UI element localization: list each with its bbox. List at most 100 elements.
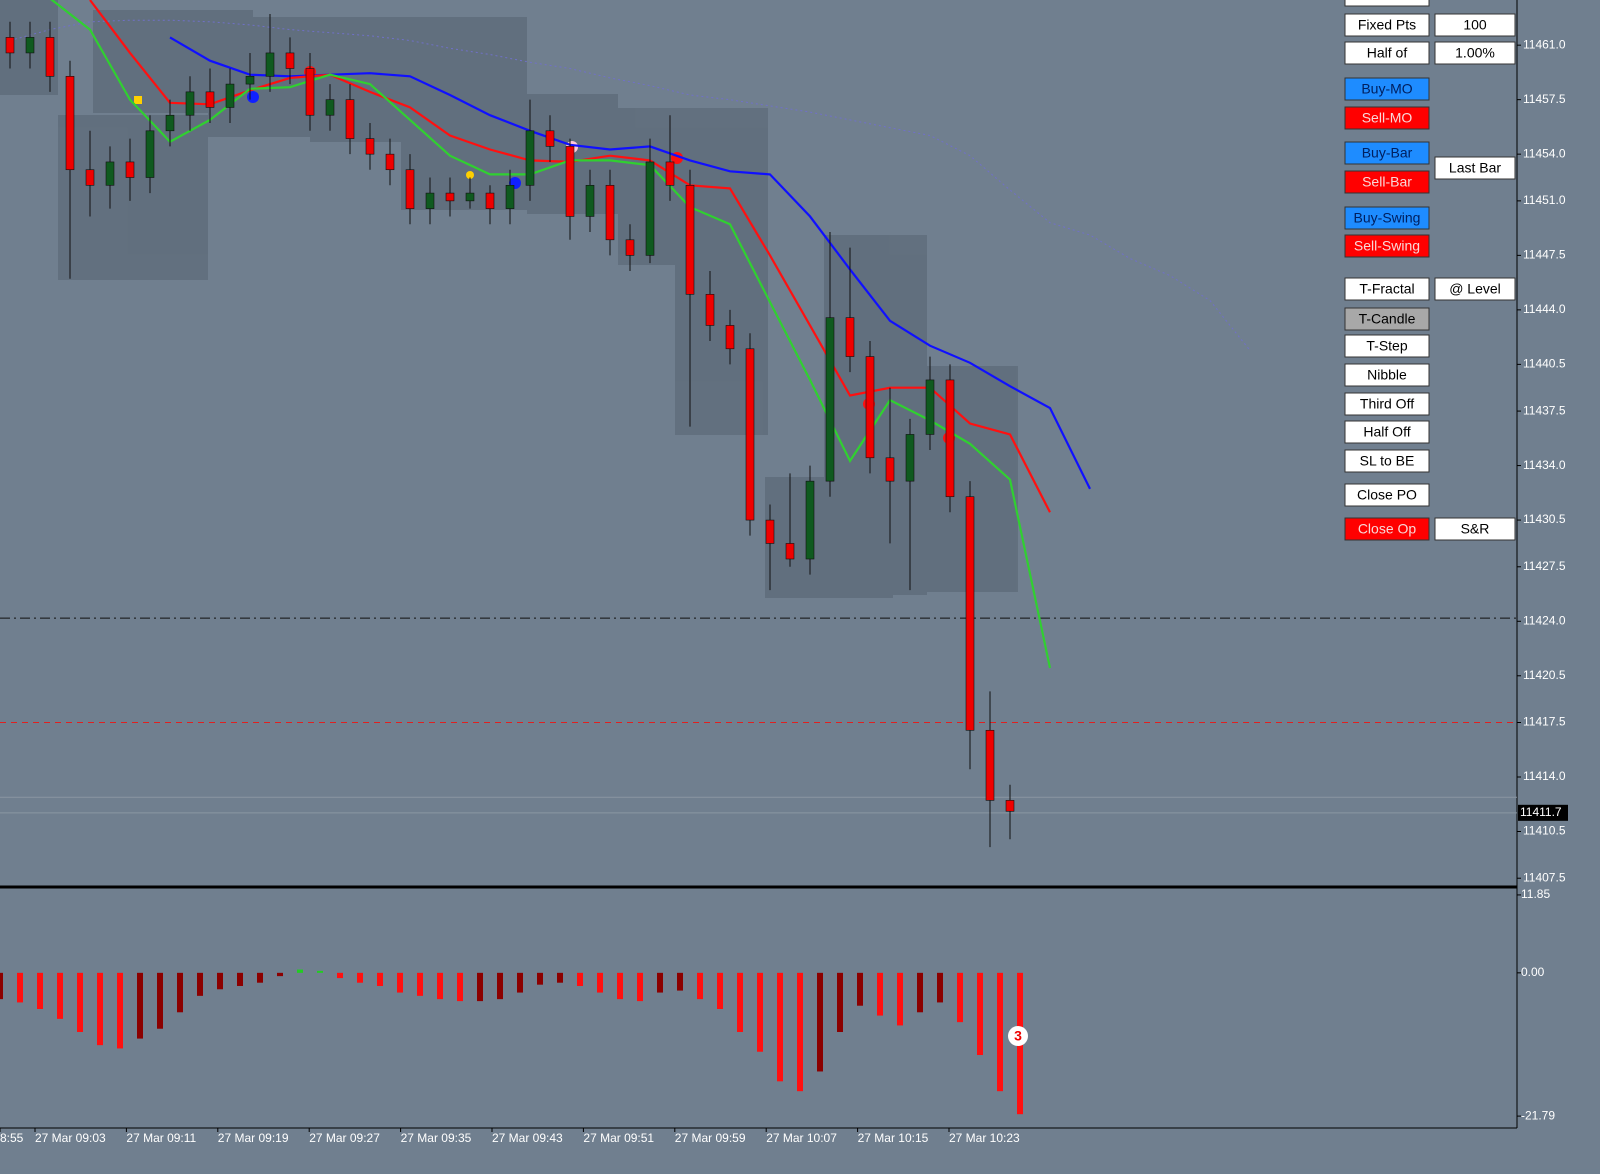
button-label: S&R — [1461, 521, 1490, 537]
histogram-bar — [617, 972, 623, 1000]
price-tick-label: 11440.5 — [1523, 357, 1566, 371]
button-label: Buy-Bar — [1362, 145, 1413, 161]
button[interactable]: Close PO — [1344, 483, 1430, 507]
time-label: 8:55 — [0, 1131, 24, 1145]
button[interactable]: Half of — [1344, 41, 1430, 65]
price-tick-label: 11407.5 — [1523, 870, 1566, 884]
time-label: 27 Mar 09:03 — [35, 1131, 106, 1145]
candle-body — [485, 192, 495, 209]
button[interactable]: T-Fractal — [1344, 277, 1430, 301]
histogram-bar — [497, 972, 503, 1000]
candle-body — [445, 192, 455, 202]
price-tick-label: 11457.5 — [1523, 92, 1566, 106]
button-label: T-Step — [1366, 338, 1407, 354]
histogram-bar — [817, 972, 823, 1072]
button[interactable]: 100 — [1434, 13, 1516, 37]
candle-body — [845, 317, 855, 357]
button-label: Sell-Bar — [1362, 174, 1412, 190]
osc-tick-label: 11.85 — [1521, 887, 1550, 901]
button[interactable]: T-Step — [1344, 334, 1430, 358]
button[interactable]: S&R — [1434, 517, 1516, 541]
button[interactable]: Sell-Bar — [1344, 170, 1430, 194]
candle-body — [545, 130, 555, 147]
button-label: SL to BE — [1360, 453, 1415, 469]
candle-body — [45, 37, 55, 77]
histogram-bar — [937, 972, 943, 1003]
button-face — [1344, 392, 1430, 416]
histogram-bar — [397, 972, 403, 993]
histogram-bar — [997, 972, 1003, 1092]
histogram-bar — [317, 970, 323, 973]
histogram-bar — [477, 972, 483, 1002]
histogram-bar — [957, 972, 963, 1023]
time-label: 27 Mar 09:27 — [309, 1131, 380, 1145]
histogram-bar — [157, 972, 163, 1029]
histogram-bar — [657, 972, 663, 993]
candle-body — [765, 519, 775, 544]
candle-body — [965, 496, 975, 731]
histogram-bar — [457, 972, 463, 1002]
histogram-bar — [637, 972, 643, 1002]
histogram-bar — [577, 972, 583, 986]
histogram-bar — [237, 972, 243, 986]
button-label: Last Bar — [1449, 160, 1501, 176]
button[interactable]: Sell-Swing — [1344, 234, 1430, 258]
button[interactable]: Buy-Bar — [1344, 141, 1430, 165]
histogram-bar — [97, 972, 103, 1046]
histogram-bar — [117, 972, 123, 1049]
price-tick-label: 11437.5 — [1523, 403, 1566, 417]
histogram-bar — [197, 972, 203, 996]
button — [1344, 0, 1430, 7]
candle-body — [605, 184, 615, 241]
button[interactable]: 1.00% — [1434, 41, 1516, 65]
button[interactable]: T-Candle — [1344, 307, 1430, 331]
candle-body — [5, 37, 15, 54]
button[interactable]: Nibble — [1344, 363, 1430, 387]
candle-body — [925, 379, 935, 435]
button-label: Nibble — [1367, 367, 1407, 383]
time-label: 27 Mar 09:51 — [583, 1131, 654, 1145]
histogram-bar — [857, 972, 863, 1006]
button[interactable]: Half Off — [1344, 420, 1430, 444]
button-label: Sell-MO — [1362, 110, 1413, 126]
time-label: 27 Mar 10:15 — [858, 1131, 929, 1145]
histogram-bar — [57, 972, 63, 1019]
button-label: Close Op — [1358, 521, 1417, 537]
candle-body — [345, 99, 355, 139]
candle-body — [565, 146, 575, 217]
price-tick-label: 11414.0 — [1523, 769, 1566, 783]
candle-body — [425, 192, 435, 209]
button[interactable]: Buy-Swing — [1344, 206, 1430, 230]
candle-body — [25, 37, 35, 54]
price-tick-label: 11420.5 — [1523, 668, 1566, 682]
histogram-bar — [357, 972, 363, 983]
button[interactable]: Third Off — [1344, 392, 1430, 416]
button-face — [1344, 363, 1430, 387]
histogram-bar — [697, 972, 703, 1000]
button[interactable]: @ Level — [1434, 277, 1516, 301]
marker — [247, 91, 259, 103]
histogram-bar — [737, 972, 743, 1033]
button-face — [1344, 106, 1430, 130]
moving-average — [50, 0, 1052, 669]
button[interactable]: Sell-MO — [1344, 106, 1430, 130]
button[interactable]: SL to BE — [1344, 449, 1430, 473]
button-face — [1344, 13, 1430, 37]
candle-body — [645, 161, 655, 256]
button[interactable]: Fixed Pts — [1344, 13, 1430, 37]
histogram-bar — [877, 972, 883, 1016]
histogram-bar — [917, 972, 923, 1013]
button-label: Close PO — [1357, 487, 1417, 503]
button-label: T-Candle — [1359, 311, 1416, 327]
button[interactable]: Buy-MO — [1344, 77, 1430, 101]
price-tick-label: 11447.5 — [1523, 248, 1566, 262]
histogram-bar — [757, 972, 763, 1052]
time-label: 27 Mar 10:07 — [766, 1131, 837, 1145]
candle-body — [625, 239, 635, 256]
button[interactable]: Close Op — [1344, 517, 1430, 541]
button[interactable]: Last Bar — [1434, 156, 1516, 180]
histogram-bar — [517, 972, 523, 993]
candle-body — [745, 348, 755, 521]
